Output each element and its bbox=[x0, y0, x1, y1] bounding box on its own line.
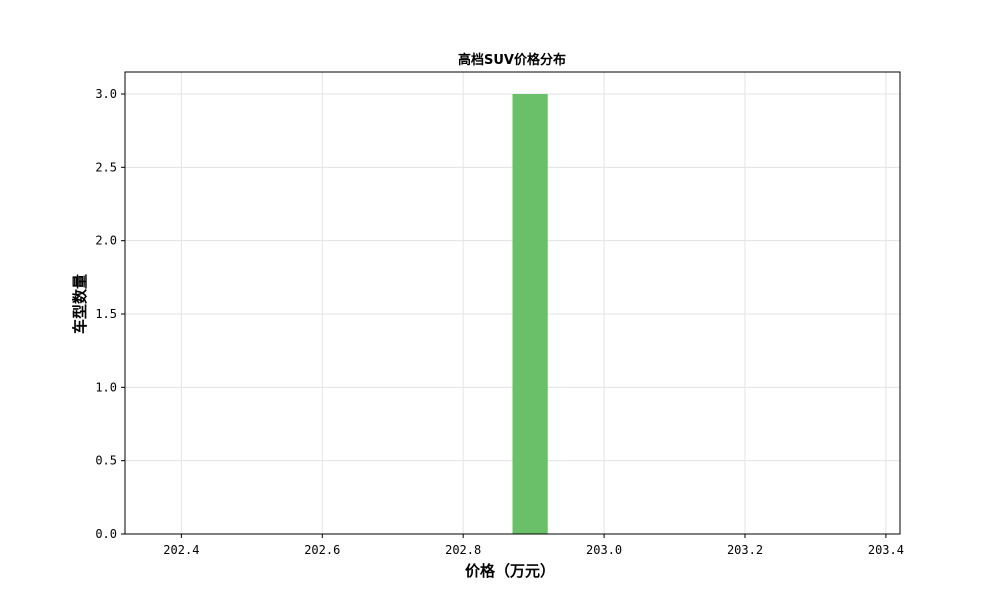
x-tick-label: 203.4 bbox=[868, 543, 904, 557]
x-tick-label: 202.8 bbox=[445, 543, 481, 557]
y-tick-label: 0.5 bbox=[95, 454, 117, 468]
y-tick-label: 1.0 bbox=[95, 380, 117, 394]
x-tick-label: 203.2 bbox=[727, 543, 763, 557]
chart-title: 高档SUV价格分布 bbox=[458, 52, 566, 68]
x-tick-label: 202.4 bbox=[163, 543, 199, 557]
x-tick-label: 202.6 bbox=[304, 543, 340, 557]
x-tick-label: 203.0 bbox=[586, 543, 622, 557]
ticks: 202.4 202.6 202.8 203.0 203.2 203.4 0.0 0.5 1.0 1… bbox=[95, 87, 904, 557]
y-tick-label: 1.5 bbox=[95, 307, 117, 321]
y-tick-label: 0.0 bbox=[95, 527, 117, 541]
y-tick-label: 2.5 bbox=[95, 160, 117, 174]
histogram-bar bbox=[512, 94, 548, 534]
y-tick-label: 3.0 bbox=[95, 87, 117, 101]
plot-frame bbox=[124, 71, 901, 535]
bars bbox=[512, 94, 548, 534]
y-tick-label: 2.0 bbox=[95, 234, 117, 248]
y-axis-label: 车型数量 bbox=[71, 274, 89, 334]
x-axis-label: 价格（万元） bbox=[465, 562, 555, 580]
